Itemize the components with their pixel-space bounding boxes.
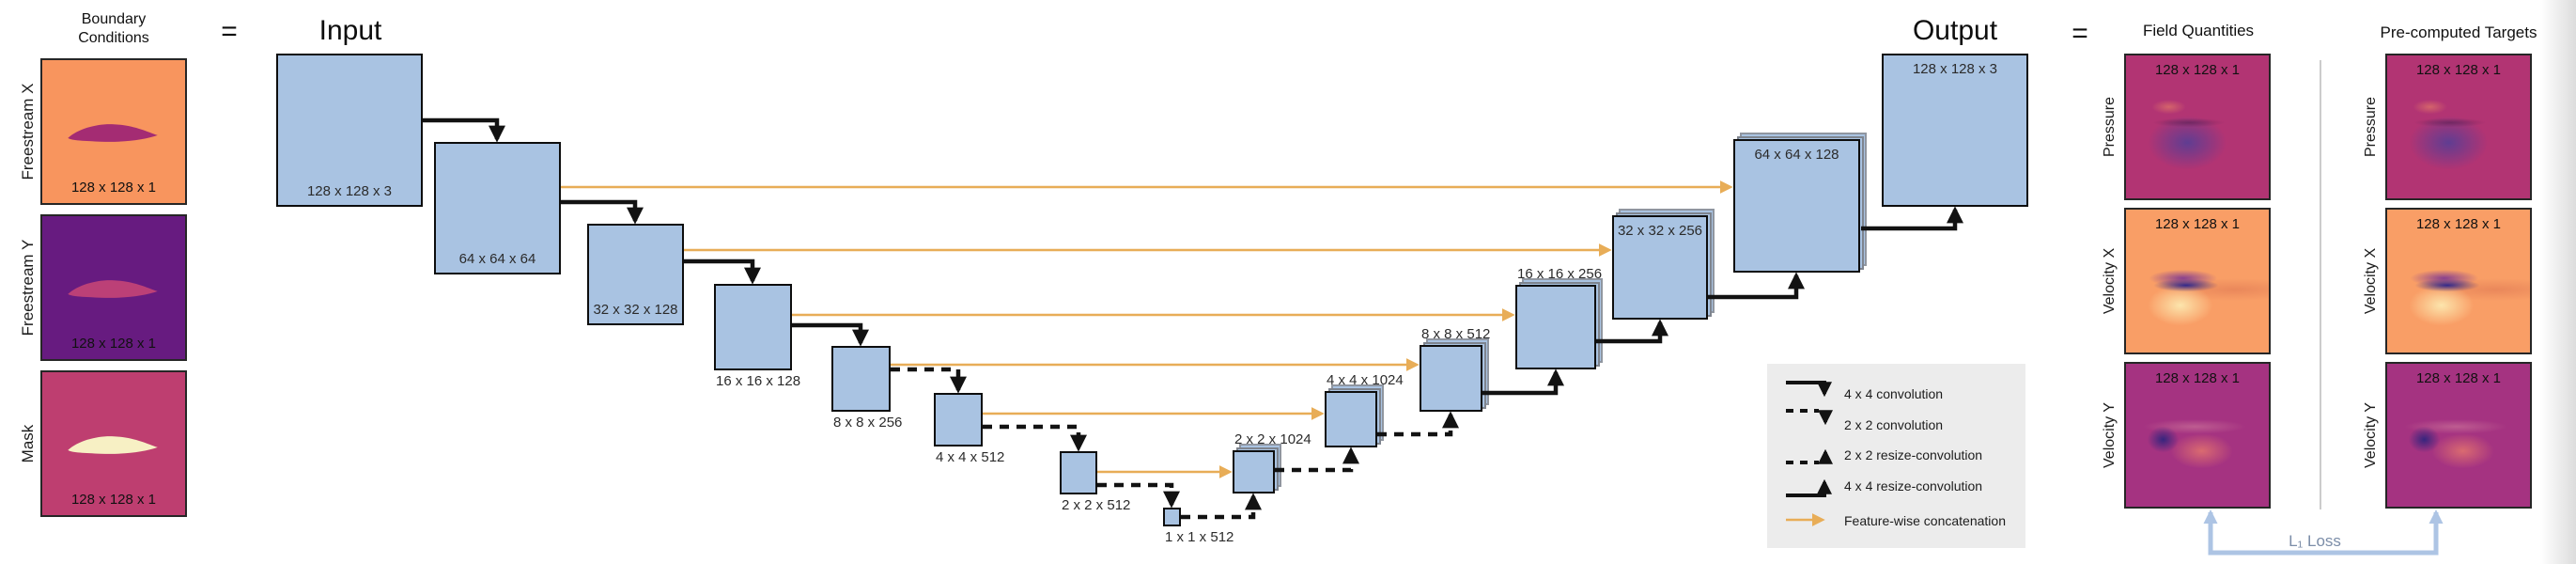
target-velocity-y-label: Velocity Y [2363, 402, 2379, 468]
target-velocity-x-dims: 128 x 128 x 1 [2415, 216, 2502, 232]
block-dims: 32 x 32 x 256 [1617, 223, 1703, 239]
resize-arrow-dashed [1181, 493, 1262, 520]
airfoil-shape [68, 280, 158, 298]
conv-arrow [561, 199, 644, 225]
velocity-y-label: Velocity Y [2102, 402, 2118, 468]
block-dims: 128 x 128 x 3 [1912, 61, 1998, 77]
target-velocity-y-image: 128 x 128 x 1 [2385, 362, 2532, 509]
freestream-y-label: Freestream Y [19, 239, 37, 337]
legend-item-4x4-resize-convolution: 4 x 4 resize-convolution [1844, 478, 1983, 494]
freestream-y-dims: 128 x 128 x 1 [70, 336, 157, 352]
equals-sign-right: = [2072, 18, 2088, 49]
mask-dims: 128 x 128 x 1 [70, 492, 157, 508]
bottleneck-block-1x1x512: 1 x 1 x 512 [1163, 508, 1234, 545]
encoder-block-64x64x64: 64 x 64 x 64 [434, 142, 561, 274]
mask-image: 128 x 128 x 1 [40, 370, 187, 517]
conv-arrow-dashed [891, 367, 967, 394]
velocity-x-dims: 128 x 128 x 1 [2154, 216, 2241, 232]
freestream-x-label: Freestream X [19, 83, 37, 180]
airfoil-shape [68, 124, 158, 142]
decoder-block-8x8x512: 8 x 8 x 512 [1420, 326, 1490, 412]
target-velocity-x-image: 128 x 128 x 1 [2385, 208, 2532, 354]
freestream-x-image: 128 x 128 x 1 [40, 58, 187, 205]
legend-item-2x2-convolution: 2 x 2 convolution [1844, 417, 1944, 432]
decoder-block-16x16x256: 16 x 16 x 256 [1515, 266, 1602, 369]
freestream-y-image: 128 x 128 x 1 [40, 214, 187, 361]
target-pressure-dims: 128 x 128 x 1 [2415, 62, 2502, 78]
velocity-y-field-image: 128 x 128 x 1 [2124, 362, 2271, 509]
encoder-block-32x32x128: 32 x 32 x 128 [587, 224, 684, 325]
right-edge-shadow [2540, 0, 2576, 564]
legend-item-4x4-convolution: 4 x 4 convolution [1844, 386, 1944, 401]
resize-arrow [1708, 272, 1805, 300]
pressure-dims: 128 x 128 x 1 [2154, 62, 2241, 78]
legend-item-feature-wise-concatenation: Feature-wise concatenation [1844, 513, 2006, 528]
velocity-x-label: Velocity X [2102, 247, 2118, 315]
resize-arrow [1596, 319, 1668, 344]
velocity-y-dims: 128 x 128 x 1 [2154, 370, 2241, 386]
block-dims: 64 x 64 x 64 [458, 251, 536, 267]
block-dims: 128 x 128 x 3 [306, 183, 393, 199]
encoder-block-2x2x512: 2 x 2 x 512 [1060, 451, 1130, 513]
block-dims: 2 x 2 x 1024 [1234, 431, 1311, 447]
encoder-block-16x16x128: 16 x 16 x 128 [714, 284, 800, 389]
decoder-block-2x2x1024: 2 x 2 x 1024 [1233, 431, 1311, 494]
conv-arrow [792, 322, 869, 347]
block-dims: 2 x 2 x 512 [1062, 497, 1131, 513]
block-dims: 16 x 16 x 128 [716, 373, 801, 389]
block-dims: 4 x 4 x 512 [936, 449, 1005, 465]
block-dims: 16 x 16 x 256 [1517, 266, 1603, 282]
pre-computed-targets-title: Pre-computed Targets [2380, 24, 2537, 41]
output-title: Output [1912, 15, 1998, 46]
pressure-label: Pressure [2102, 96, 2118, 158]
encoder-block-8x8x256: 8 x 8 x 256 [831, 346, 902, 431]
decoder-block-64x64x128: 64 x 64 x 128 [1733, 139, 1860, 273]
pressure-field-image: 128 x 128 x 1 [2124, 54, 2271, 200]
column-divider [2320, 60, 2321, 509]
target-pressure-label: Pressure [2363, 96, 2379, 158]
input-title: Input [318, 15, 382, 46]
legend-item-2x2-resize-convolution: 2 x 2 resize-convolution [1844, 447, 1983, 462]
airfoil-shape [68, 436, 158, 454]
target-pressure-image: 128 x 128 x 1 [2385, 54, 2532, 200]
resize-arrow [1482, 368, 1564, 396]
resize-conv-2x2-arrows [1181, 411, 1459, 520]
encoder-block-4x4x512: 4 x 4 x 512 [934, 393, 1004, 465]
conv-2x2-arrows [891, 367, 1180, 509]
decoder-block-4x4x1024: 4 x 4 x 1024 [1325, 372, 1404, 447]
freestream-x-dims: 128 x 128 x 1 [70, 180, 157, 196]
conv-arrow [684, 258, 761, 285]
resize-arrow-dashed [1275, 446, 1359, 473]
block-dims: 8 x 8 x 512 [1421, 326, 1491, 342]
legend-box [1767, 364, 2025, 548]
decoder-block-32x32x256: 32 x 32 x 256 [1612, 215, 1708, 320]
block-dims: 1 x 1 x 512 [1165, 529, 1234, 545]
target-velocity-x-label: Velocity X [2363, 247, 2379, 315]
velocity-x-field-image: 128 x 128 x 1 [2124, 208, 2271, 354]
l1-loss-label: L₁ Loss [2289, 532, 2341, 550]
block-dims: 4 x 4 x 1024 [1327, 372, 1404, 388]
resize-arrow [1861, 206, 1963, 231]
conv-arrow-dashed [983, 424, 1087, 452]
mask-label: Mask [19, 424, 37, 463]
output-block-128x128x3: 128 x 128 x 3 [1882, 54, 2028, 207]
conv-arrow [423, 118, 505, 143]
resize-arrow-dashed [1377, 411, 1459, 437]
block-dims: 32 x 32 x 128 [593, 302, 678, 318]
equals-sign-left: = [221, 16, 238, 47]
target-velocity-y-dims: 128 x 128 x 1 [2415, 370, 2502, 386]
boundary-conditions-title: Boundary Conditions [78, 11, 149, 46]
block-dims: 64 x 64 x 128 [1754, 147, 1839, 163]
field-quantities-title: Field Quantities [2142, 22, 2255, 39]
block-dims: 8 x 8 x 256 [833, 415, 903, 431]
encoder-block-128x128x3: 128 x 128 x 3 [276, 54, 423, 207]
